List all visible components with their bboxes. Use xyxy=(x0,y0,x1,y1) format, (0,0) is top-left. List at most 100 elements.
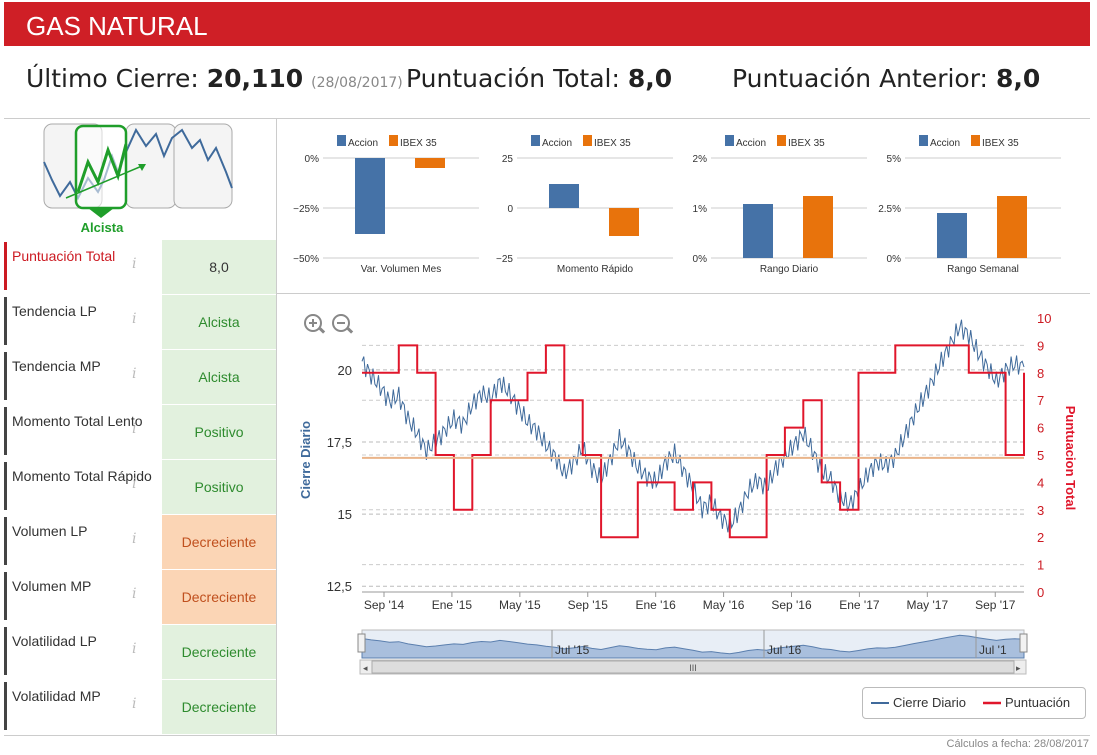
indicator-label: Momento Total Lento xyxy=(4,407,154,455)
zoom-in-icon[interactable] xyxy=(304,314,326,334)
summary-bar: Último Cierre: 20,110 (28/08/2017) Puntu… xyxy=(0,64,1097,104)
legend-ibex-swatch xyxy=(389,135,398,146)
bar-ibex xyxy=(803,196,833,258)
mini-chart: Accion IBEX 35 2% 1% 0% Rango Diario xyxy=(693,135,867,275)
y-tick-label: −50% xyxy=(293,254,319,265)
info-icon[interactable]: i xyxy=(132,696,137,712)
info-icon[interactable]: i xyxy=(132,421,137,437)
info-icon[interactable]: i xyxy=(132,531,137,547)
bar-accion xyxy=(937,213,967,258)
legend-accion-swatch xyxy=(919,135,928,146)
left-axis-title: Cierre Diario xyxy=(298,421,313,499)
navigator-label: Jul '1 xyxy=(979,643,1007,657)
x-tick-label: Ene '17 xyxy=(839,598,880,612)
indicator-label: Volatilidad MP xyxy=(4,682,154,730)
x-tick-label: Sep '16 xyxy=(771,598,812,612)
x-tick-label: May '15 xyxy=(499,598,541,612)
legend-ibex-swatch xyxy=(777,135,786,146)
indicator-value: Decreciente xyxy=(162,625,276,679)
right-tick-label: 2 xyxy=(1037,530,1044,545)
calc-date: Cálculos a fecha: 28/08/2017 xyxy=(946,738,1090,750)
info-icon[interactable]: i xyxy=(132,641,137,657)
y-tick-label: 1% xyxy=(693,204,708,215)
trend-arrow xyxy=(65,165,143,199)
legend-accion-label: Accion xyxy=(348,138,378,149)
y-tick-label: 2.5% xyxy=(878,204,901,215)
right-tick-label: 8 xyxy=(1037,366,1044,381)
y-tick-label: 5% xyxy=(887,154,902,165)
mini-chart-title: Var. Volumen Mes xyxy=(361,264,441,275)
info-icon[interactable]: i xyxy=(132,476,137,492)
left-tick-label: 15 xyxy=(338,507,352,522)
mini-chart-title: Momento Rápido xyxy=(557,264,634,275)
mini-chart: Accion IBEX 35 25 0 −25 Momento Rápido xyxy=(496,135,673,275)
right-tick-label: 10 xyxy=(1037,311,1051,326)
legend-accion-swatch xyxy=(531,135,540,146)
legend-ibex-swatch xyxy=(971,135,980,146)
right-tick-label: 0 xyxy=(1037,585,1044,600)
right-tick-label: 9 xyxy=(1037,338,1044,353)
divider xyxy=(4,118,1090,119)
puntuacion-total-label: Puntuación Total: xyxy=(406,64,620,93)
legend-accion-label: Accion xyxy=(736,138,766,149)
bar-accion xyxy=(743,204,773,258)
left-tick-label: 17,5 xyxy=(327,435,352,450)
indicator-label: Volumen MP xyxy=(4,572,154,620)
navigator-label: Jul '15 xyxy=(555,643,590,657)
legend-accion-label: Accion xyxy=(542,138,572,149)
indicator-label: Momento Total Rápido xyxy=(4,462,154,510)
legend-accion-label: Accion xyxy=(930,138,960,149)
scrollbar-grip: III xyxy=(689,663,697,673)
indicator-value: Decreciente xyxy=(162,515,276,569)
indicator-row: Momento Total Rápido i Positivo xyxy=(4,460,276,514)
right-tick-label: 5 xyxy=(1037,448,1044,463)
info-icon[interactable]: i xyxy=(132,311,137,327)
y-tick-label: 0% xyxy=(887,254,902,265)
legend-ibex-label: IBEX 35 xyxy=(594,138,631,149)
legend-accion-swatch xyxy=(337,135,346,146)
trend-pointer xyxy=(88,208,114,218)
navigator-left-handle[interactable] xyxy=(357,633,366,653)
ultimo-cierre-label: Último Cierre: xyxy=(26,64,199,93)
legend-ibex-swatch xyxy=(583,135,592,146)
legend-close-label[interactable]: Cierre Diario xyxy=(893,695,966,710)
right-axis-title: Puntuacion Total xyxy=(1063,406,1078,510)
scroll-right-icon[interactable]: ▸ xyxy=(1016,663,1021,673)
puntuacion-anterior-value: 8,0 xyxy=(995,64,1041,93)
indicator-value: Positivo xyxy=(162,405,276,459)
indicator-value: Positivo xyxy=(162,460,276,514)
info-icon[interactable]: i xyxy=(132,256,137,272)
indicator-label: Tendencia MP xyxy=(4,352,154,400)
indicator-row: Volatilidad LP i Decreciente xyxy=(4,625,276,679)
divider xyxy=(276,293,1090,294)
navigator-right-handle[interactable] xyxy=(1019,633,1028,653)
info-icon[interactable]: i xyxy=(132,366,137,382)
legend-ibex-label: IBEX 35 xyxy=(400,138,437,149)
indicator-label: Puntuación Total xyxy=(4,242,154,290)
indicator-row: Puntuación Total i 8,0 xyxy=(4,240,276,294)
mini-chart: Accion IBEX 35 5% 2.5% 0% Rango Semanal xyxy=(878,135,1061,275)
scrollbar-thumb[interactable] xyxy=(371,660,1015,674)
indicator-row: Tendencia LP i Alcista xyxy=(4,295,276,349)
page-title: GAS NATURAL xyxy=(26,11,208,41)
indicator-value: Alcista xyxy=(162,295,276,349)
divider xyxy=(276,118,277,735)
x-tick-label: Sep '15 xyxy=(568,598,609,612)
indicator-value: Decreciente xyxy=(162,570,276,624)
mini-chart-title: Rango Semanal xyxy=(947,264,1019,275)
indicator-row: Momento Total Lento i Positivo xyxy=(4,405,276,459)
mini-chart-title: Rango Diario xyxy=(760,264,819,275)
bar-ibex xyxy=(997,196,1027,258)
divider xyxy=(4,735,1090,736)
x-tick-label: May '16 xyxy=(703,598,745,612)
x-tick-label: Sep '17 xyxy=(975,598,1016,612)
y-tick-label: 0% xyxy=(693,254,708,265)
info-icon[interactable]: i xyxy=(132,586,137,602)
trend-highlight-line xyxy=(76,143,128,193)
indicator-row: Volatilidad MP i Decreciente xyxy=(4,680,276,734)
zoom-out-icon[interactable] xyxy=(332,314,354,334)
scroll-left-icon[interactable]: ◂ xyxy=(363,663,368,673)
bar-ibex xyxy=(415,158,445,168)
legend-score-label[interactable]: Puntuación xyxy=(1005,695,1070,710)
left-tick-label: 12,5 xyxy=(327,579,352,594)
